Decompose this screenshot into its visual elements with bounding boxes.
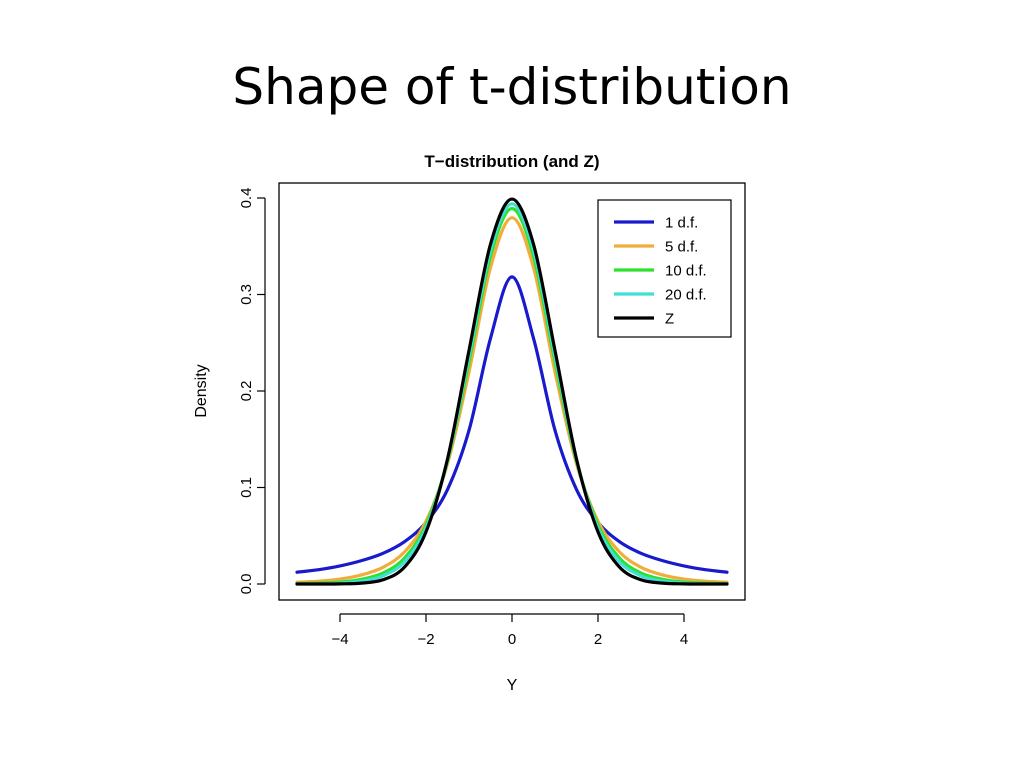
plot-frame	[278, 182, 746, 601]
y-tick-label: 0.1	[238, 477, 255, 498]
slide-title: Shape of t-distribution	[232, 58, 792, 116]
chart-title: T−distribution (and Z)	[424, 152, 599, 171]
y-tick-label: 0.3	[238, 284, 255, 305]
series-line-10-d-f	[295, 206, 729, 586]
x-tick-label: 4	[680, 631, 688, 648]
y-axis: 0.0 0.1 0.2 0.3 0.4	[238, 188, 266, 595]
x-tick-label: −4	[331, 631, 348, 648]
series-line-20-d-f	[295, 202, 729, 586]
series-line-1-d-f	[295, 275, 729, 574]
series-line-z	[295, 197, 729, 586]
x-tick-label: 2	[594, 631, 602, 648]
legend-label: Z	[665, 311, 674, 328]
y-axis-label: Density	[193, 364, 210, 417]
y-tick-label: 0.0	[238, 574, 255, 595]
legend-label: 5 d.f.	[665, 239, 698, 256]
legend-label: 20 d.f.	[665, 287, 707, 304]
x-axis: −4 −2 0 2 4	[331, 613, 688, 648]
y-tick-label: 0.2	[238, 381, 255, 402]
y-tick-label: 0.4	[238, 188, 255, 209]
series-lines	[295, 197, 729, 586]
x-tick-label: −2	[417, 631, 434, 648]
legend-label: 10 d.f.	[665, 263, 707, 280]
x-axis-label: Y	[507, 677, 518, 694]
legend-label: 1 d.f.	[665, 215, 698, 232]
x-tick-label: 0	[508, 631, 516, 648]
series-line-5-d-f	[295, 216, 729, 584]
legend: 1 d.f. 5 d.f. 10 d.f. 20 d.f. Z	[597, 199, 732, 338]
